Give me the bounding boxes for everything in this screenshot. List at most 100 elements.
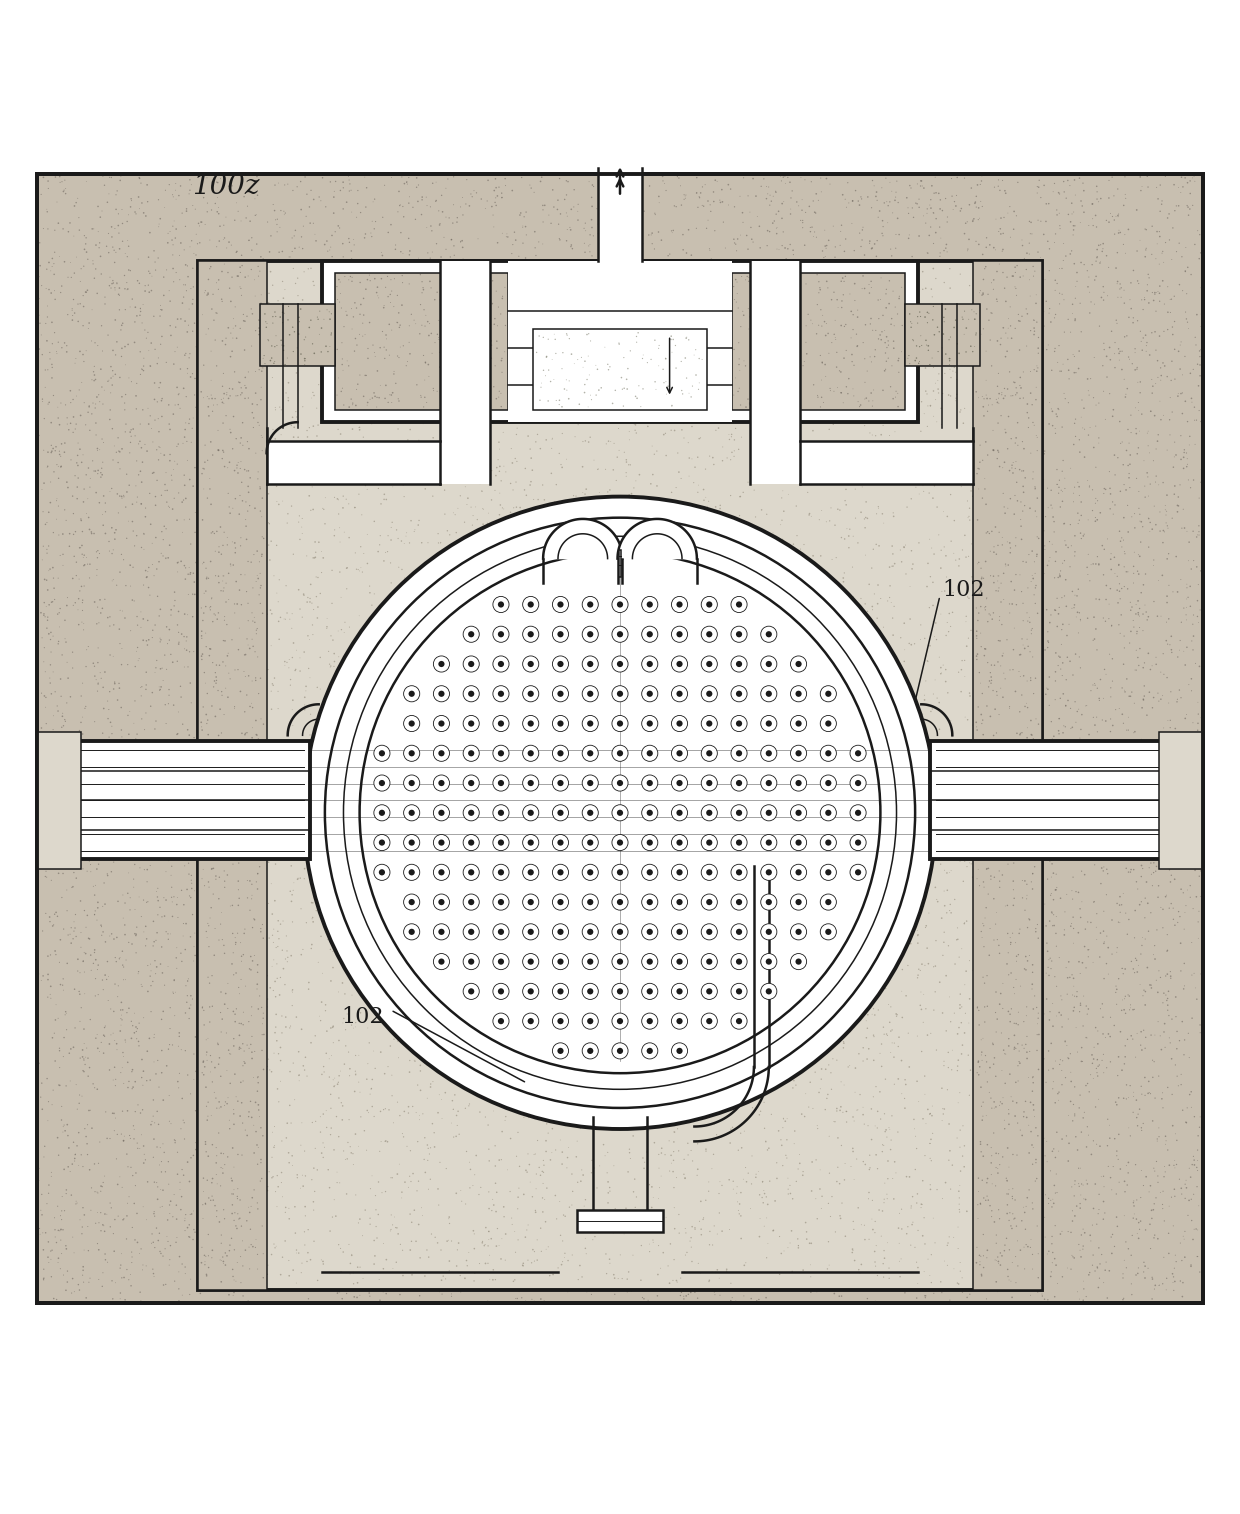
Point (357, 727, 377, 751)
Point (1006, 483, 1025, 507)
Point (362, 1067, 382, 1092)
Point (347, 377, 367, 401)
Point (1049, 481, 1069, 506)
Point (740, 813, 760, 837)
Point (709, 710, 729, 734)
Point (777, 509, 797, 533)
Point (714, 256, 734, 280)
Point (419, 263, 439, 288)
Point (872, 1223, 892, 1248)
Point (647, 1113, 667, 1137)
Point (548, 380, 568, 404)
Circle shape (494, 954, 510, 969)
Point (932, 684, 952, 709)
Point (277, 933, 296, 957)
Point (459, 322, 479, 347)
Point (720, 1017, 740, 1042)
Point (965, 263, 985, 288)
Point (961, 574, 981, 598)
Point (159, 1037, 179, 1061)
Point (779, 1020, 799, 1045)
Point (259, 901, 279, 925)
Point (801, 1252, 821, 1276)
Point (723, 572, 743, 597)
Point (606, 271, 626, 295)
Point (600, 681, 620, 706)
Point (412, 702, 432, 727)
Point (921, 195, 941, 220)
Point (936, 565, 956, 589)
Point (122, 1026, 141, 1051)
Point (921, 1270, 941, 1294)
Point (1014, 957, 1034, 981)
Point (533, 326, 553, 350)
Point (706, 989, 725, 1013)
Point (756, 407, 776, 431)
Point (569, 450, 589, 474)
Point (759, 319, 779, 344)
Point (971, 1192, 991, 1216)
Point (114, 1045, 134, 1069)
Point (516, 369, 536, 394)
Point (630, 165, 650, 189)
Point (1154, 519, 1174, 544)
Point (626, 421, 646, 445)
Point (1151, 519, 1171, 544)
Point (217, 760, 237, 784)
Point (432, 1195, 451, 1219)
Point (518, 342, 538, 366)
Point (937, 955, 957, 980)
Point (689, 545, 709, 569)
Point (992, 533, 1012, 557)
Point (521, 892, 541, 916)
Point (117, 462, 136, 486)
Point (219, 901, 239, 925)
Point (95, 1202, 115, 1226)
Point (691, 677, 711, 701)
Point (387, 518, 407, 542)
Point (838, 837, 858, 861)
Point (662, 371, 682, 395)
Point (1039, 693, 1059, 718)
Point (367, 385, 387, 409)
Point (227, 412, 247, 436)
Point (288, 1251, 308, 1275)
Point (1014, 627, 1034, 651)
Point (636, 1054, 656, 1078)
Point (345, 730, 365, 754)
Point (637, 415, 657, 439)
Point (325, 353, 345, 377)
Point (847, 326, 867, 350)
Point (320, 656, 340, 680)
Point (370, 1267, 389, 1291)
Point (823, 825, 843, 849)
Point (1042, 881, 1061, 905)
Point (337, 191, 357, 215)
Point (997, 1069, 1017, 1093)
Point (825, 259, 844, 283)
Point (699, 310, 719, 335)
Point (79, 1158, 99, 1182)
Point (279, 1196, 299, 1220)
Point (1107, 1093, 1127, 1117)
Point (723, 640, 743, 665)
Point (283, 1154, 303, 1178)
Circle shape (796, 839, 802, 846)
Point (99, 680, 119, 704)
Point (82, 368, 102, 392)
Point (960, 939, 980, 963)
Point (924, 848, 944, 872)
Point (224, 1246, 244, 1270)
Point (870, 586, 890, 610)
Point (1009, 660, 1029, 684)
Point (396, 1270, 415, 1294)
Point (1066, 798, 1086, 822)
Point (1112, 893, 1132, 917)
Point (140, 262, 160, 286)
Point (263, 498, 283, 522)
Point (760, 801, 780, 825)
Point (1073, 194, 1092, 218)
Point (164, 969, 184, 993)
Point (469, 318, 489, 342)
Point (232, 592, 252, 616)
